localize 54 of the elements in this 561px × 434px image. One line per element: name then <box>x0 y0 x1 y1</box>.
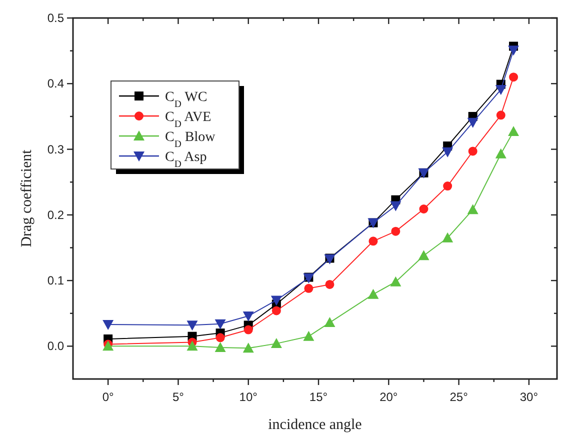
point <box>508 46 520 56</box>
point <box>270 296 282 306</box>
y-axis-title: Drag coefficient <box>19 148 35 248</box>
point <box>468 146 478 156</box>
point <box>368 236 378 246</box>
point <box>304 284 314 293</box>
point <box>496 110 506 120</box>
legend-label: C$_{D}$ WC <box>165 90 208 110</box>
x-tick-label: 25° <box>450 390 468 404</box>
x-tick-label: 5° <box>172 390 184 404</box>
point <box>216 333 225 342</box>
x-tick-label: 15° <box>309 390 328 404</box>
point <box>303 330 314 341</box>
point <box>508 126 520 136</box>
point <box>242 342 254 353</box>
point <box>443 182 452 191</box>
point <box>495 85 506 96</box>
y-tick-label: 0.2 <box>47 208 64 222</box>
point <box>368 288 379 299</box>
legend-label: C$_{D}$ AVE <box>165 110 212 130</box>
point <box>214 342 226 352</box>
point <box>495 148 506 158</box>
point <box>467 118 478 128</box>
y-tick-label: 0.3 <box>47 142 64 156</box>
point <box>324 317 336 328</box>
point <box>270 338 282 348</box>
point <box>390 201 402 212</box>
point <box>467 204 478 214</box>
point <box>242 311 254 322</box>
y-tick-label: 0.1 <box>47 274 64 288</box>
x-tick-label: 20° <box>380 390 398 404</box>
point <box>325 280 334 289</box>
point <box>186 340 198 351</box>
point <box>419 204 428 214</box>
point <box>391 226 400 236</box>
legend-label: C$_{D}$ Asp <box>165 150 207 170</box>
y-tick-label: 0.4 <box>47 76 64 91</box>
point <box>214 319 226 330</box>
y-tick-label: 0.0 <box>47 339 64 354</box>
y-tick-label: 0.5 <box>47 11 64 25</box>
x-tick-label: 30° <box>520 390 538 404</box>
point <box>102 320 114 330</box>
point <box>509 72 518 82</box>
point <box>272 306 281 316</box>
point <box>390 276 402 286</box>
point <box>418 250 430 260</box>
point <box>442 232 454 242</box>
x-tick-label: 0° <box>102 390 114 404</box>
point <box>442 147 454 158</box>
legend-label: C$_{D}$ Blow <box>165 130 216 150</box>
x-tick-label: 10° <box>239 390 258 404</box>
point <box>244 325 253 334</box>
x-axis-title: incidence angle <box>268 417 362 433</box>
point <box>186 320 198 331</box>
